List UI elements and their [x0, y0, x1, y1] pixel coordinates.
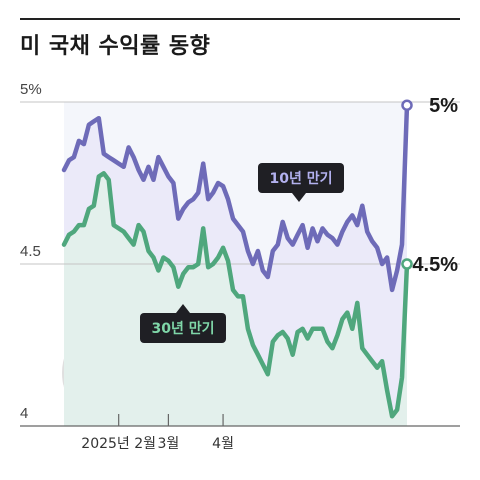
callout-10년-만기: 10년 만기: [258, 163, 344, 202]
end-point-marker: [401, 258, 413, 270]
x-tick-label: 4월: [212, 436, 234, 452]
end-value-label: 4.5%: [412, 254, 458, 276]
callout-label: 10년 만기: [270, 171, 333, 187]
callout-30년-만기: 30년 만기: [140, 304, 226, 343]
callout-label: 30년 만기: [152, 321, 215, 337]
end-value-label: 5%: [429, 95, 458, 117]
x-tick-label: 2025년 2월: [81, 436, 156, 452]
y-tick-label: 5%: [20, 81, 42, 98]
chart-title: 미 국채 수익률 동향: [20, 34, 211, 59]
series-line-30년-만기: [61, 171, 410, 419]
series-line-10년-만기: [61, 102, 410, 293]
y-tick-label: 4.5: [20, 243, 41, 260]
area-fill-30년-만기: [64, 173, 407, 426]
title-rule: [20, 18, 460, 20]
y-tick-label: 4: [20, 405, 28, 422]
x-tick-label: 3월: [157, 436, 179, 452]
end-point-marker: [401, 99, 413, 111]
